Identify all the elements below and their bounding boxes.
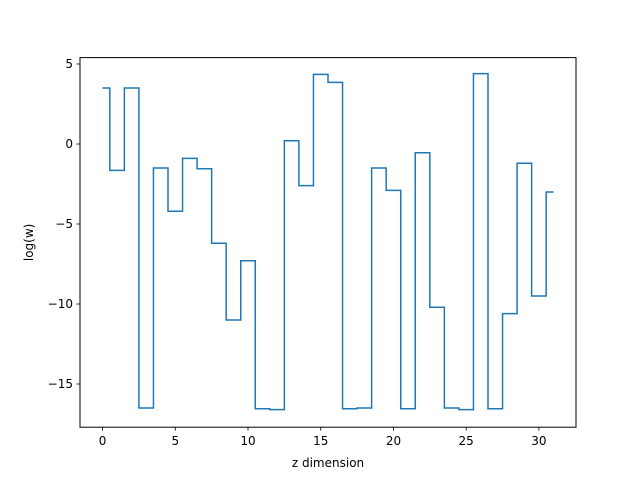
series-line	[102, 72, 554, 411]
x-tick-label: 0	[99, 434, 107, 448]
x-axis-label: z dimension	[292, 456, 364, 470]
x-tick-label: 10	[240, 434, 255, 448]
x-tick-label: 5	[171, 434, 179, 448]
y-tick-label: −5	[55, 217, 73, 231]
y-tick-label: 5	[65, 57, 73, 71]
y-axis-label: log(w)	[22, 224, 36, 261]
axes-frame	[79, 57, 577, 428]
x-tick-label: 25	[459, 434, 474, 448]
y-tick-label: −15	[48, 377, 73, 391]
x-tick-label: 30	[531, 434, 546, 448]
y-tick-label: 0	[65, 137, 73, 151]
x-tick-label: 20	[386, 434, 401, 448]
y-tick-label: −10	[48, 297, 73, 311]
x-tick-label: 15	[313, 434, 328, 448]
